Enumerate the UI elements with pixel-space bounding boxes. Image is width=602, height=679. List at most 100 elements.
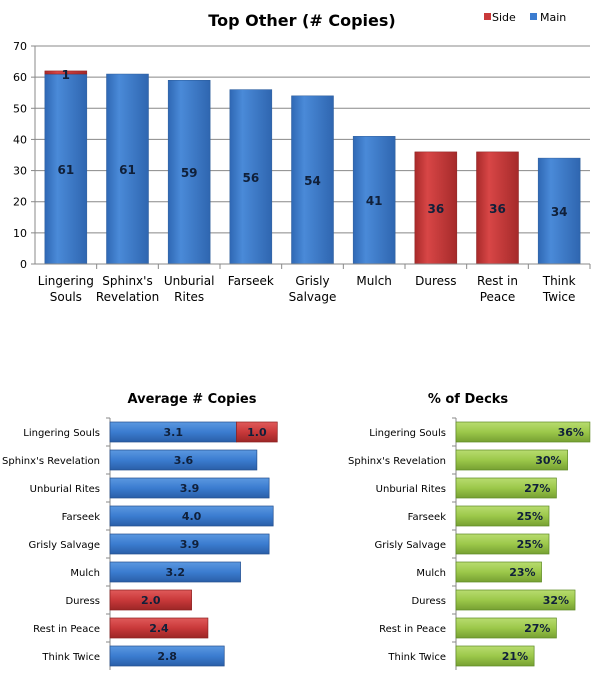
bar-side-label: 2.4 <box>149 622 169 635</box>
bar-decks-label: 23% <box>509 566 535 579</box>
bar-main-label: 3.9 <box>180 482 200 495</box>
x-category-label: Think <box>542 274 576 288</box>
bar-main <box>106 73 149 265</box>
bar-label-side: 36 <box>489 202 506 216</box>
category-label: Lingering Souls <box>23 428 100 439</box>
bar-main <box>109 505 274 527</box>
x-category-label: Rest in <box>477 274 518 288</box>
avg-chart: Lingering Souls 3.1 1.0 Sphinx's Revelation… <box>2 417 278 670</box>
bar-decks <box>455 421 591 443</box>
x-category-label: Peace <box>480 290 516 304</box>
bar-side-label: 2.0 <box>141 594 161 607</box>
bar-side-label: 1.0 <box>247 426 267 439</box>
category-label: Duress <box>411 596 446 607</box>
x-category-label: Sphinx's <box>102 274 152 288</box>
category-label: Rest in Peace <box>33 624 100 635</box>
bar-decks-label: 30% <box>535 454 561 467</box>
bar-side <box>476 151 519 265</box>
bar-decks-label: 21% <box>502 650 528 663</box>
bar-side <box>109 617 209 639</box>
bar-decks-label: 27% <box>524 482 550 495</box>
decks-chart-title: % of Decks <box>428 392 509 407</box>
bar-label-main: 34 <box>551 205 568 219</box>
bar-decks-label: 27% <box>524 622 550 635</box>
category-label: Sphinx's Revelation <box>2 456 100 467</box>
bar-main-label: 3.6 <box>174 454 194 467</box>
category-label: Unburial Rites <box>30 484 100 495</box>
legend-swatch-side <box>484 13 491 20</box>
bar-decks-label: 25% <box>517 510 543 523</box>
category-label: Lingering Souls <box>369 428 446 439</box>
bar-decks <box>455 533 550 555</box>
bar-main <box>291 95 334 265</box>
y-tick-label: 60 <box>13 71 27 84</box>
bar-main <box>109 477 270 499</box>
bar-decks <box>455 505 550 527</box>
bar-label-side: 1 <box>62 68 70 82</box>
bar-main <box>167 80 211 265</box>
x-category-label: Mulch <box>356 274 392 288</box>
bar-label-main: 41 <box>366 194 383 208</box>
x-category-label: Souls <box>50 290 82 304</box>
x-category-label: Duress <box>415 274 456 288</box>
x-category-label: Revelation <box>96 290 159 304</box>
bar-decks-label: 32% <box>543 594 569 607</box>
bar-decks <box>455 617 557 639</box>
category-label: Think Twice <box>41 652 100 663</box>
bar-main <box>537 157 581 265</box>
y-tick-label: 0 <box>20 258 27 271</box>
top-chart: 0 10 20 30 40 50 60 70 61 1 Lingering Souls 61 Sphinx… <box>13 11 591 304</box>
bar-main <box>229 89 273 265</box>
avg-chart-title: Average # Copies <box>128 392 257 407</box>
bar-decks <box>455 477 557 499</box>
bar-label-side: 36 <box>427 202 444 216</box>
category-label: Grisly Salvage <box>374 540 446 551</box>
x-category-label: Twice <box>542 290 575 304</box>
legend-label-side: Side <box>492 11 516 24</box>
x-category-label: Grisly <box>295 274 329 288</box>
y-tick-label: 70 <box>13 40 27 53</box>
bar-main <box>109 449 258 471</box>
bar-label-main: 54 <box>304 174 321 188</box>
x-category-label: Farseek <box>228 274 274 288</box>
category-label: Rest in Peace <box>379 624 446 635</box>
category-label: Mulch <box>70 568 100 579</box>
category-label: Duress <box>65 596 100 607</box>
bar-label-main: 61 <box>119 163 136 177</box>
category-label: Farseek <box>408 512 447 523</box>
x-category-label: Rites <box>174 290 204 304</box>
bar-decks <box>455 561 542 583</box>
bar-main-label: 4.0 <box>182 510 202 523</box>
y-tick-label: 40 <box>13 133 27 146</box>
bar-main <box>109 645 225 667</box>
category-label: Mulch <box>416 568 446 579</box>
bar-side <box>414 151 458 265</box>
decks-chart: Lingering Souls 36% Sphinx's Revelation 30%… <box>348 417 591 670</box>
bar-label-main: 61 <box>57 163 74 177</box>
bar-decks <box>455 589 576 611</box>
bar-side <box>109 589 192 611</box>
category-label: Think Twice <box>387 652 446 663</box>
y-tick-label: 30 <box>13 165 27 178</box>
bar-main-label: 3.2 <box>166 566 186 579</box>
bar-main <box>109 533 270 555</box>
y-tick-label: 50 <box>13 102 27 115</box>
bar-decks <box>455 645 535 667</box>
x-category-label: Salvage <box>289 290 337 304</box>
bar-main-label: 3.9 <box>180 538 200 551</box>
category-label: Unburial Rites <box>376 484 446 495</box>
bar-decks-label: 25% <box>517 538 543 551</box>
legend: Side Main <box>484 11 566 24</box>
bar-decks-label: 36% <box>558 426 584 439</box>
bar-main-label: 2.8 <box>157 650 177 663</box>
category-label: Sphinx's Revelation <box>348 456 446 467</box>
category-label: Farseek <box>62 512 101 523</box>
bar-decks <box>455 449 568 471</box>
legend-label-main: Main <box>540 11 566 24</box>
category-label: Grisly Salvage <box>28 540 100 551</box>
bar-label-main: 56 <box>242 171 259 185</box>
bar-side <box>236 421 278 443</box>
bar-side <box>44 70 88 75</box>
legend-swatch-main <box>530 13 537 20</box>
